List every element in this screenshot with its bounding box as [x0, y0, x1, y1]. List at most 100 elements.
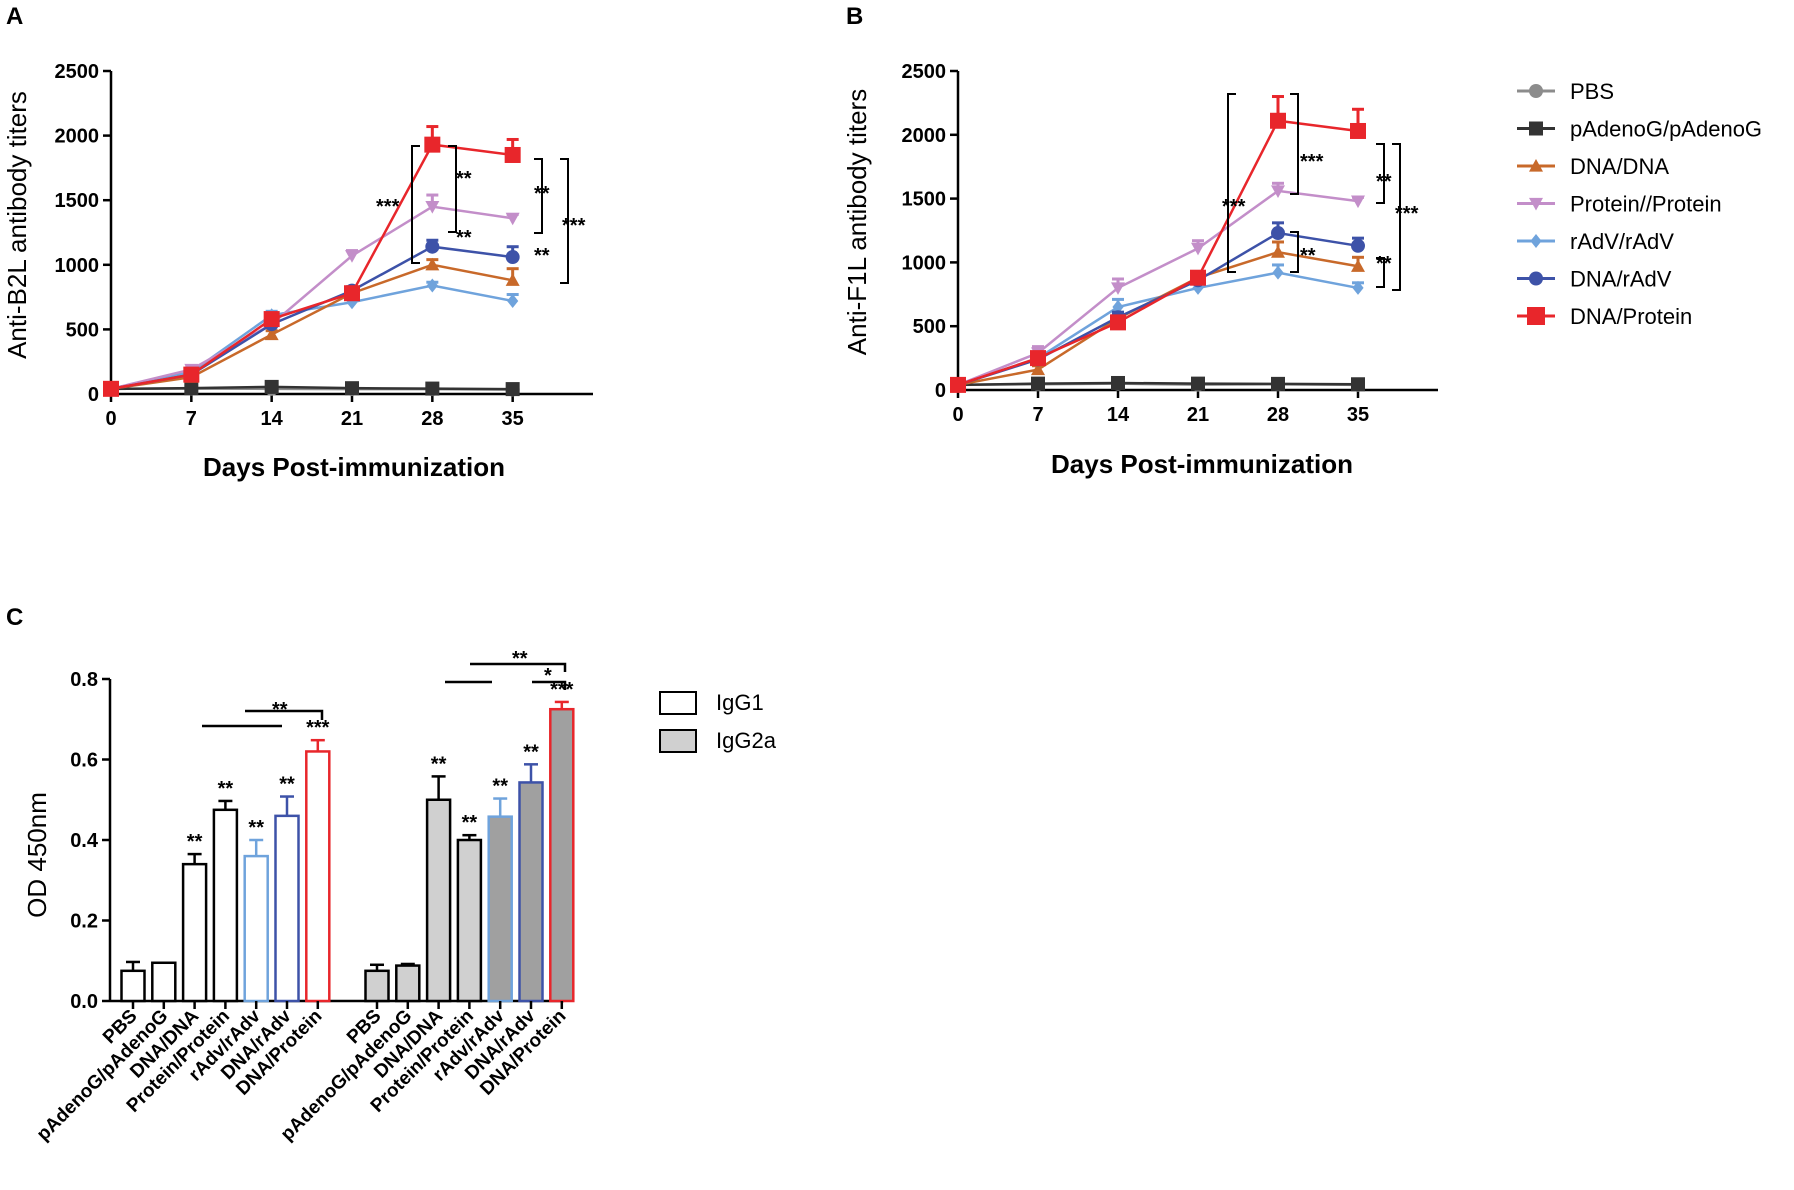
x-tick-label: 7	[1032, 404, 1043, 426]
data-point	[1270, 112, 1286, 129]
panel-label-a: A	[6, 3, 23, 30]
x-tick-label: 21	[341, 408, 363, 430]
legend-marker	[1527, 307, 1545, 325]
y-tick-label: 2000	[902, 125, 947, 147]
data-point	[345, 250, 359, 263]
sig-label: ***	[376, 196, 400, 218]
data-point	[344, 285, 360, 302]
bar	[181, 862, 208, 1003]
series-dna-protein	[950, 95, 1366, 393]
data-point	[264, 379, 279, 394]
data-point	[1351, 377, 1365, 392]
data-point	[345, 381, 359, 396]
sig-label: **	[456, 227, 472, 249]
bar-sig-label: **	[279, 774, 295, 796]
bar-legend-item: IgG2a	[659, 728, 777, 753]
data-point	[425, 381, 440, 396]
data-point	[1350, 122, 1366, 139]
y-axis-label: OD 450nm	[22, 792, 52, 918]
legend-marker	[1529, 159, 1543, 172]
x-tick-label: 0	[105, 408, 116, 430]
legend-marker	[1529, 197, 1543, 211]
bar	[243, 854, 269, 1003]
data-point	[263, 311, 280, 328]
series-line	[957, 119, 1359, 387]
data-point	[1272, 265, 1284, 280]
y-tick-label: 2500	[902, 61, 947, 83]
legend-item: DNA/DNA	[1517, 154, 1669, 179]
bar-sig-label: ***	[550, 679, 574, 701]
legend-item: DNA/Protein	[1517, 304, 1692, 329]
sig-bracket-28-top	[1227, 93, 1401, 291]
sig-bracket-28-top	[411, 145, 569, 284]
bar-igg1: ***	[305, 717, 331, 1009]
series-line	[957, 189, 1359, 387]
bar-sig-label: **	[218, 778, 234, 800]
y-tick-label: 1500	[902, 189, 947, 211]
bar-sig-label: **	[523, 741, 539, 763]
sig-label: **	[512, 648, 528, 670]
legend-item: DNA/rAdV	[1517, 267, 1672, 292]
bar-legend-item: IgG1	[659, 690, 764, 715]
legend-label: DNA/DNA	[1570, 154, 1669, 179]
data-point	[183, 366, 200, 383]
legend-item: PBS	[1517, 79, 1614, 104]
data-point	[425, 201, 440, 214]
bar	[549, 707, 575, 1003]
bar-legend-swatch	[659, 729, 697, 753]
bar-sig-label: **	[492, 776, 508, 798]
bar	[364, 969, 390, 1003]
legend-item: pAdenoG/pAdenoG	[1517, 117, 1762, 142]
data-point	[1351, 238, 1365, 253]
panel-label-b: B	[846, 3, 863, 30]
y-tick-label: 2000	[55, 126, 100, 148]
series-dna-dna	[104, 257, 520, 395]
bar	[395, 964, 421, 1003]
legend-label: pAdenoG/pAdenoG	[1570, 117, 1762, 142]
bar-igg2a: **	[518, 741, 544, 1009]
data-point	[425, 239, 440, 254]
data-point	[1351, 259, 1365, 272]
series-line	[957, 271, 1359, 387]
data-point	[1111, 282, 1125, 295]
data-point	[103, 380, 119, 397]
bar-legend-swatch	[659, 691, 697, 715]
data-point	[505, 250, 520, 265]
sig-label: **	[272, 699, 288, 721]
x-tick-label: 28	[421, 408, 443, 430]
bar-igg2a	[364, 963, 390, 1009]
data-point	[1352, 280, 1364, 295]
x-axis-label: Days Post-immunization	[203, 452, 505, 482]
bar-sig-label: **	[248, 817, 264, 839]
data-point	[425, 257, 440, 271]
series-protein-protein	[104, 193, 520, 396]
bar-legend: IgG1 IgG2a	[659, 690, 777, 753]
bar-igg2a: **	[456, 812, 483, 1009]
data-point	[505, 382, 520, 397]
legend-label: PBS	[1570, 79, 1614, 104]
bar-legend-label: IgG1	[716, 690, 764, 715]
x-tick-label: 7	[186, 408, 197, 430]
sig-label: **	[1300, 245, 1316, 267]
sig-label: **	[1376, 253, 1392, 275]
data-point	[1112, 300, 1124, 315]
series-protein-protein	[951, 181, 1365, 392]
y-tick-label: 500	[913, 316, 946, 338]
data-point	[504, 146, 521, 163]
series-line	[957, 381, 1359, 387]
y-tick-label: 1000	[902, 252, 947, 274]
data-point	[1031, 376, 1045, 391]
y-tick-label: 2500	[55, 61, 100, 83]
data-point	[1111, 375, 1125, 390]
legend-label: rAdV/rAdV	[1570, 229, 1674, 254]
bar-igg1: **	[181, 831, 208, 1009]
series-radv-radv	[952, 263, 1364, 392]
x-tick-label: 28	[1267, 404, 1289, 426]
y-axis-label: Anti-B2L antibody titers	[2, 91, 32, 359]
bar-igg2a: **	[425, 753, 452, 1009]
sig-label: **	[1376, 171, 1392, 193]
y-tick-label: 0.4	[70, 830, 99, 852]
x-tick-label: 14	[1107, 404, 1130, 426]
data-point	[1271, 226, 1285, 241]
y-tick-label: 0.8	[70, 669, 98, 691]
